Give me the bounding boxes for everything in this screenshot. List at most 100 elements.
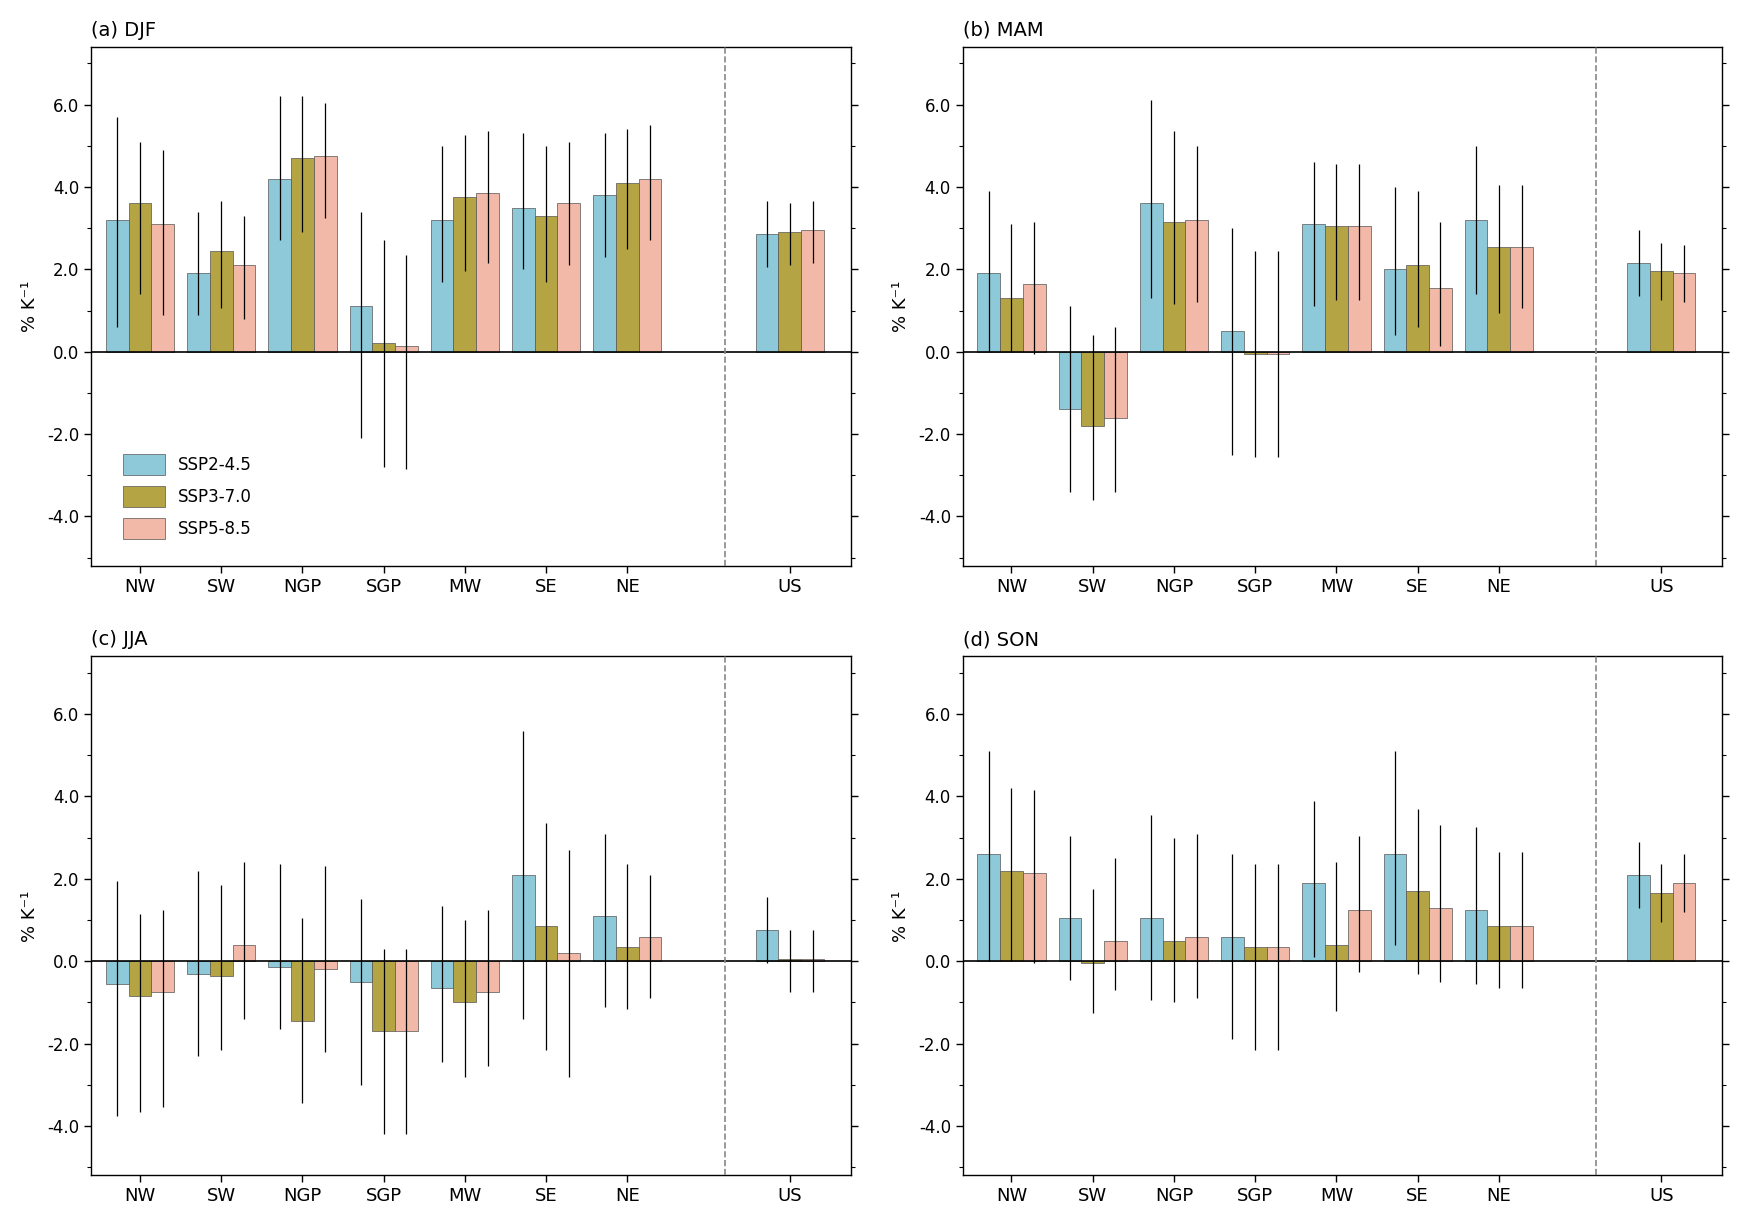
Bar (513, 874, 536, 961)
Bar (999, 870, 1022, 961)
Bar (1162, 222, 1185, 352)
Bar (1162, 940, 1185, 961)
Text: (b) MAM: (b) MAM (963, 21, 1043, 39)
Bar (290, 961, 313, 1021)
Bar (1082, 352, 1104, 425)
Bar (1222, 331, 1244, 352)
Bar (313, 961, 336, 970)
Bar (1302, 883, 1325, 961)
Bar (1348, 226, 1370, 352)
Bar (187, 273, 210, 352)
Bar (453, 197, 476, 352)
Bar (373, 961, 396, 1031)
Bar (1244, 352, 1267, 354)
Bar (396, 961, 418, 1031)
Bar (1488, 926, 1510, 961)
Bar (350, 306, 373, 352)
Bar (1325, 226, 1348, 352)
Bar (1059, 918, 1082, 961)
Bar (639, 179, 662, 352)
Bar (430, 219, 453, 352)
Bar (1510, 246, 1533, 352)
Bar (1628, 264, 1650, 352)
Y-axis label: % K⁻¹: % K⁻¹ (892, 890, 910, 942)
Bar (396, 346, 418, 352)
Bar (268, 961, 290, 967)
Bar (210, 251, 233, 352)
Bar (150, 961, 173, 992)
Bar (187, 961, 210, 973)
Bar (373, 343, 396, 352)
Bar (128, 204, 150, 352)
Bar (1673, 883, 1696, 961)
Bar (233, 265, 255, 352)
Bar (453, 961, 476, 1003)
Bar (1384, 270, 1407, 352)
Bar (1465, 910, 1488, 961)
Y-axis label: % K⁻¹: % K⁻¹ (21, 281, 38, 332)
Bar (210, 961, 233, 976)
Bar (558, 204, 581, 352)
Bar (1628, 874, 1650, 961)
Bar (977, 273, 999, 352)
Bar (430, 961, 453, 988)
Bar (150, 224, 173, 352)
Y-axis label: % K⁻¹: % K⁻¹ (21, 890, 38, 942)
Bar (1407, 891, 1430, 961)
Bar (1267, 352, 1290, 354)
Bar (105, 961, 128, 984)
Bar (1488, 246, 1510, 352)
Bar (1244, 946, 1267, 961)
Text: (c) JJA: (c) JJA (91, 630, 147, 650)
Text: (a) DJF: (a) DJF (91, 21, 156, 39)
Bar (476, 194, 499, 352)
Bar (616, 183, 639, 352)
Legend: SSP2-4.5, SSP3-7.0, SSP5-8.5: SSP2-4.5, SSP3-7.0, SSP5-8.5 (116, 446, 261, 547)
Bar (1650, 894, 1673, 961)
Bar (802, 230, 824, 352)
Bar (1139, 204, 1162, 352)
Bar (1407, 265, 1430, 352)
Bar (290, 158, 313, 352)
Bar (1384, 855, 1407, 961)
Bar (1325, 945, 1348, 961)
Bar (779, 232, 802, 352)
Bar (593, 916, 616, 961)
Bar (639, 937, 662, 961)
Text: (d) SON: (d) SON (963, 630, 1040, 650)
Bar (1673, 273, 1696, 352)
Bar (536, 216, 558, 352)
Bar (313, 156, 336, 352)
Bar (593, 195, 616, 352)
Bar (1185, 219, 1207, 352)
Bar (1430, 288, 1452, 352)
Bar (1267, 946, 1290, 961)
Bar (779, 959, 802, 961)
Bar (1348, 910, 1370, 961)
Bar (513, 207, 536, 352)
Bar (233, 945, 255, 961)
Bar (977, 855, 999, 961)
Bar (1082, 961, 1104, 964)
Bar (1650, 271, 1673, 352)
Bar (1022, 283, 1045, 352)
Bar (1139, 918, 1162, 961)
Bar (105, 219, 128, 352)
Bar (476, 961, 499, 992)
Bar (1185, 937, 1207, 961)
Bar (1302, 224, 1325, 352)
Bar (128, 961, 150, 997)
Bar (1022, 873, 1045, 961)
Bar (1222, 937, 1244, 961)
Bar (1104, 940, 1127, 961)
Bar (756, 931, 779, 961)
Bar (1104, 352, 1127, 418)
Bar (268, 179, 290, 352)
Bar (350, 961, 373, 982)
Bar (756, 234, 779, 352)
Bar (1059, 352, 1082, 409)
Y-axis label: % K⁻¹: % K⁻¹ (892, 281, 910, 332)
Bar (1430, 907, 1452, 961)
Bar (1465, 219, 1488, 352)
Bar (999, 298, 1022, 352)
